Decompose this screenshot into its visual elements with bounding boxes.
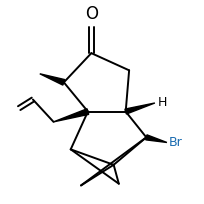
Text: H: H: [157, 96, 166, 110]
Text: O: O: [84, 5, 97, 23]
Polygon shape: [53, 109, 88, 122]
Polygon shape: [145, 135, 166, 142]
Text: Br: Br: [167, 136, 181, 149]
Polygon shape: [124, 103, 154, 114]
Polygon shape: [40, 74, 64, 85]
